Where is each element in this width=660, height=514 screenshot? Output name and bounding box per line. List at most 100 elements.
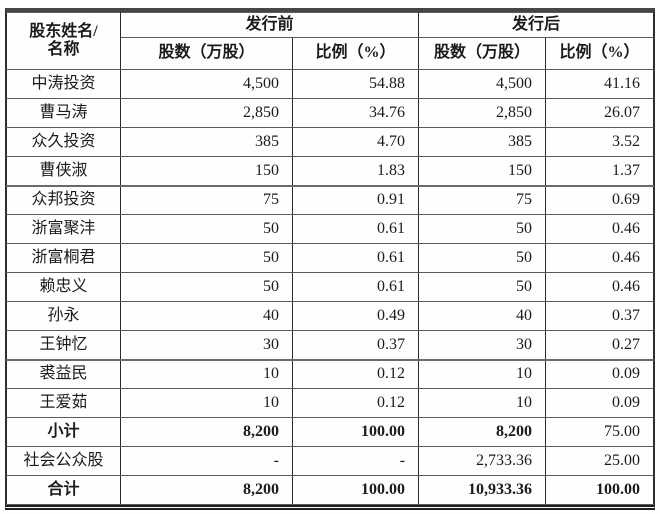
shareholder-name-cell: 裘益民 [6,358,121,389]
shareholder-name-cell: 赖忠义 [6,272,121,302]
table-row: 赖忠义 50 0.61 50 0.46 [6,272,655,302]
table-row: 孙永 40 0.49 40 0.37 [6,301,655,331]
shareholder-name-cell: 中涛投资 [6,69,121,99]
post-ratio-cell: 41.16 [545,69,655,99]
pre-shares-cell: 50 [120,214,293,244]
shareholder-name-cell: 孙永 [6,301,121,331]
shareholder-name-cell: 社会公众股 [6,446,121,476]
shareholder-name-cell: 众久投资 [6,127,121,157]
post-ratio-cell: 0.09 [545,388,655,418]
post-shares-cell: 10 [418,388,547,418]
pre-ratio-cell: 0.12 [291,388,420,418]
post-ratio-cell: 0.46 [545,214,655,244]
pre-ratio-cell: - [291,446,420,476]
pre-shares-cell: 4,500 [120,69,293,99]
post-shares-cell: 4,500 [418,69,547,99]
pre-shares-cell: 8,200 [120,475,293,505]
pre-ratio-cell: 54.88 [291,69,420,99]
pre-ratio-cell: 0.61 [291,243,420,273]
table-row: 曹侠淑 150 1.83 150 1.37 [6,156,655,186]
header-before-issue: 发行前 [119,12,420,38]
post-shares-cell: 150 [418,156,547,186]
post-ratio-cell: 100.00 [545,475,655,505]
post-ratio-cell: 3.52 [545,127,655,157]
post-ratio-cell: 26.07 [545,98,655,128]
shareholding-table-frame: 股东姓名/ 名称 发行前 发行后 股数（万股） 比例（%） 股数（万股） 比例（… [5,8,655,510]
shareholder-name-cell: 合计 [6,475,121,505]
shareholder-name-cell: 浙富聚沣 [6,214,121,244]
table-row: 王钟忆 30 0.37 30 0.27 [6,330,655,360]
post-ratio-cell: 0.37 [545,301,655,331]
pre-ratio-cell: 0.61 [291,272,420,302]
table-row: 浙富桐君 50 0.61 50 0.46 [6,243,655,273]
header-shareholder-line1: 股东姓名/ [29,22,98,40]
pre-shares-cell: 10 [120,358,293,389]
table-row: 众邦投资 75 0.91 75 0.69 [6,184,655,215]
table-row: 浙富聚沣 50 0.61 50 0.46 [6,214,655,244]
pre-shares-cell: - [120,446,293,476]
header-pre-ratio: 比例（%） [291,37,420,70]
shareholder-name-cell: 小计 [6,417,121,447]
post-shares-cell: 8,200 [418,417,547,447]
table-row: 曹马涛 2,850 34.76 2,850 26.07 [6,98,655,128]
post-shares-cell: 2,850 [418,98,547,128]
pre-ratio-cell: 0.12 [291,358,420,389]
pre-ratio-cell: 0.37 [291,330,420,360]
header-shareholder-line2: 名称 [47,41,80,58]
post-shares-cell: 40 [418,301,547,331]
pre-ratio-cell: 1.83 [291,156,420,186]
pre-shares-cell: 8,200 [120,417,293,447]
header-group-row: 股东姓名/ 名称 发行前 发行后 [6,12,655,70]
post-ratio-cell: 0.69 [545,184,655,215]
post-shares-cell: 30 [418,330,547,360]
pre-ratio-cell: 100.00 [291,417,420,447]
table-row: 王爱茹 10 0.12 10 0.09 [6,388,655,418]
table-row: 众久投资 385 4.70 385 3.52 [6,127,655,157]
post-shares-cell: 50 [418,272,547,302]
shareholding-table: 股东姓名/ 名称 发行前 发行后 股数（万股） 比例（%） 股数（万股） 比例（… [6,12,655,505]
post-ratio-cell: 0.27 [545,330,655,360]
header-post-shares: 股数（万股） [418,37,547,70]
post-shares-cell: 385 [418,127,547,157]
table-row: 裘益民 10 0.12 10 0.09 [6,358,655,389]
post-shares-cell: 50 [418,243,547,273]
post-shares-cell: 50 [418,214,547,244]
post-ratio-cell: 0.09 [545,358,655,389]
pre-shares-cell: 150 [120,156,293,186]
header-post-ratio: 比例（%） [545,37,655,70]
pre-ratio-cell: 0.91 [291,184,420,215]
table-row: 中涛投资 4,500 54.88 4,500 41.16 [6,69,655,99]
pre-ratio-cell: 0.61 [291,214,420,244]
post-ratio-cell: 0.46 [545,243,655,273]
post-shares-cell: 10 [418,358,547,389]
pre-ratio-cell: 34.76 [291,98,420,128]
pre-shares-cell: 50 [120,272,293,302]
pre-ratio-cell: 100.00 [291,475,420,505]
post-ratio-cell: 75.00 [545,417,655,447]
header-pre-shares: 股数（万股） [120,37,293,70]
post-ratio-cell: 0.46 [545,272,655,302]
pre-shares-cell: 10 [120,388,293,418]
table-body: 中涛投资 4,500 54.88 4,500 41.16 曹马涛 2,850 3… [6,69,655,505]
post-ratio-cell: 1.37 [545,156,655,186]
shareholder-name-cell: 曹侠淑 [6,156,121,186]
public-shares-row: 社会公众股 - - 2,733.36 25.00 [6,446,655,476]
shareholder-name-cell: 王爱茹 [6,388,121,418]
pre-shares-cell: 2,850 [120,98,293,128]
pre-shares-cell: 75 [120,184,293,215]
table-header: 股东姓名/ 名称 发行前 发行后 股数（万股） 比例（%） 股数（万股） 比例（… [6,12,655,70]
pre-shares-cell: 385 [120,127,293,157]
header-sub-row: 股数（万股） 比例（%） 股数（万股） 比例（%） [7,37,655,70]
post-shares-cell: 75 [418,184,547,215]
post-shares-cell: 10,933.36 [418,475,547,505]
shareholder-name-cell: 浙富桐君 [6,243,121,273]
header-after-issue: 发行后 [418,12,655,38]
shareholder-name-cell: 曹马涛 [6,98,121,128]
post-ratio-cell: 25.00 [545,446,655,476]
pre-shares-cell: 50 [120,243,293,273]
header-shareholder-name: 股东姓名/ 名称 [6,12,121,70]
pre-shares-cell: 30 [120,330,293,360]
post-shares-cell: 2,733.36 [418,446,547,476]
shareholder-name-cell: 众邦投资 [6,184,121,215]
